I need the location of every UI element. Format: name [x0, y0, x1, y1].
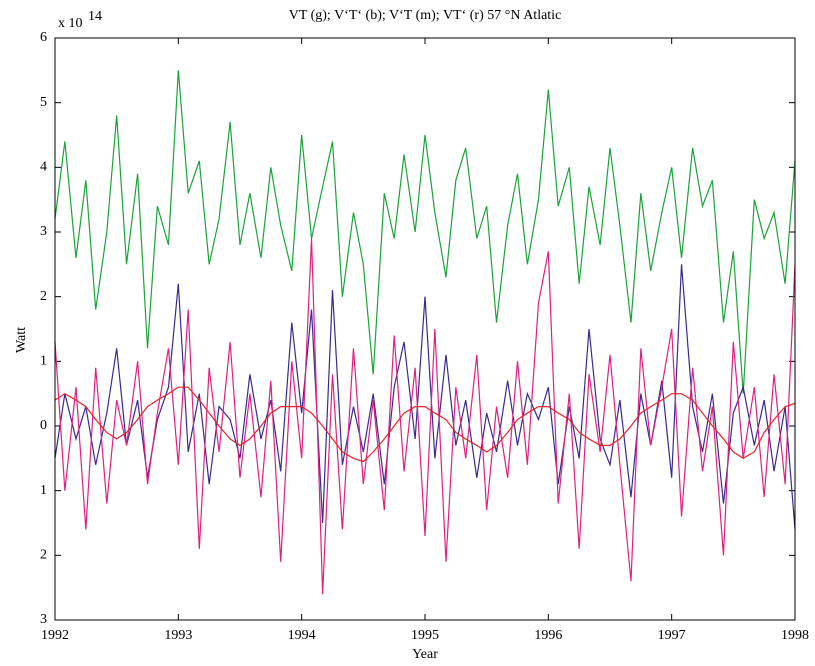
x-axis-label: Year: [412, 647, 438, 662]
y-multiplier: x 10: [58, 16, 83, 31]
y-tick-label: 1: [40, 483, 47, 498]
y-multiplier-exponent: 14: [88, 9, 102, 24]
chart-title: VT (g); V‘T‘ (b); V‘T (m); VT‘ (r) 57 °N…: [289, 8, 562, 23]
x-tick-label: 1997: [658, 628, 686, 643]
series-line: [54, 386, 796, 463]
y-tick-label: 4: [40, 160, 47, 175]
series-line: [54, 264, 796, 530]
y-tick-label: 3: [40, 612, 47, 627]
y-tick-label: 3: [40, 224, 47, 239]
series-line: [54, 70, 796, 394]
x-tick-label: 1994: [288, 628, 316, 643]
y-tick-label: 2: [40, 289, 47, 304]
plot-frame: [54, 37, 796, 621]
x-tick-label: 1992: [41, 628, 69, 643]
x-tick-label: 1993: [164, 628, 192, 643]
y-tick-label: 2: [40, 548, 47, 563]
x-tick-label: 1998: [781, 628, 809, 643]
y-tick-label: 1: [40, 354, 47, 369]
y-tick-label: 0: [40, 418, 47, 433]
series-line: [54, 238, 796, 595]
x-tick-label: 1995: [411, 628, 439, 643]
y-tick-label: 6: [40, 30, 47, 45]
y-axis-label: Watt: [14, 327, 29, 353]
x-tick-label: 1996: [534, 628, 562, 643]
y-tick-label: 5: [40, 95, 47, 110]
